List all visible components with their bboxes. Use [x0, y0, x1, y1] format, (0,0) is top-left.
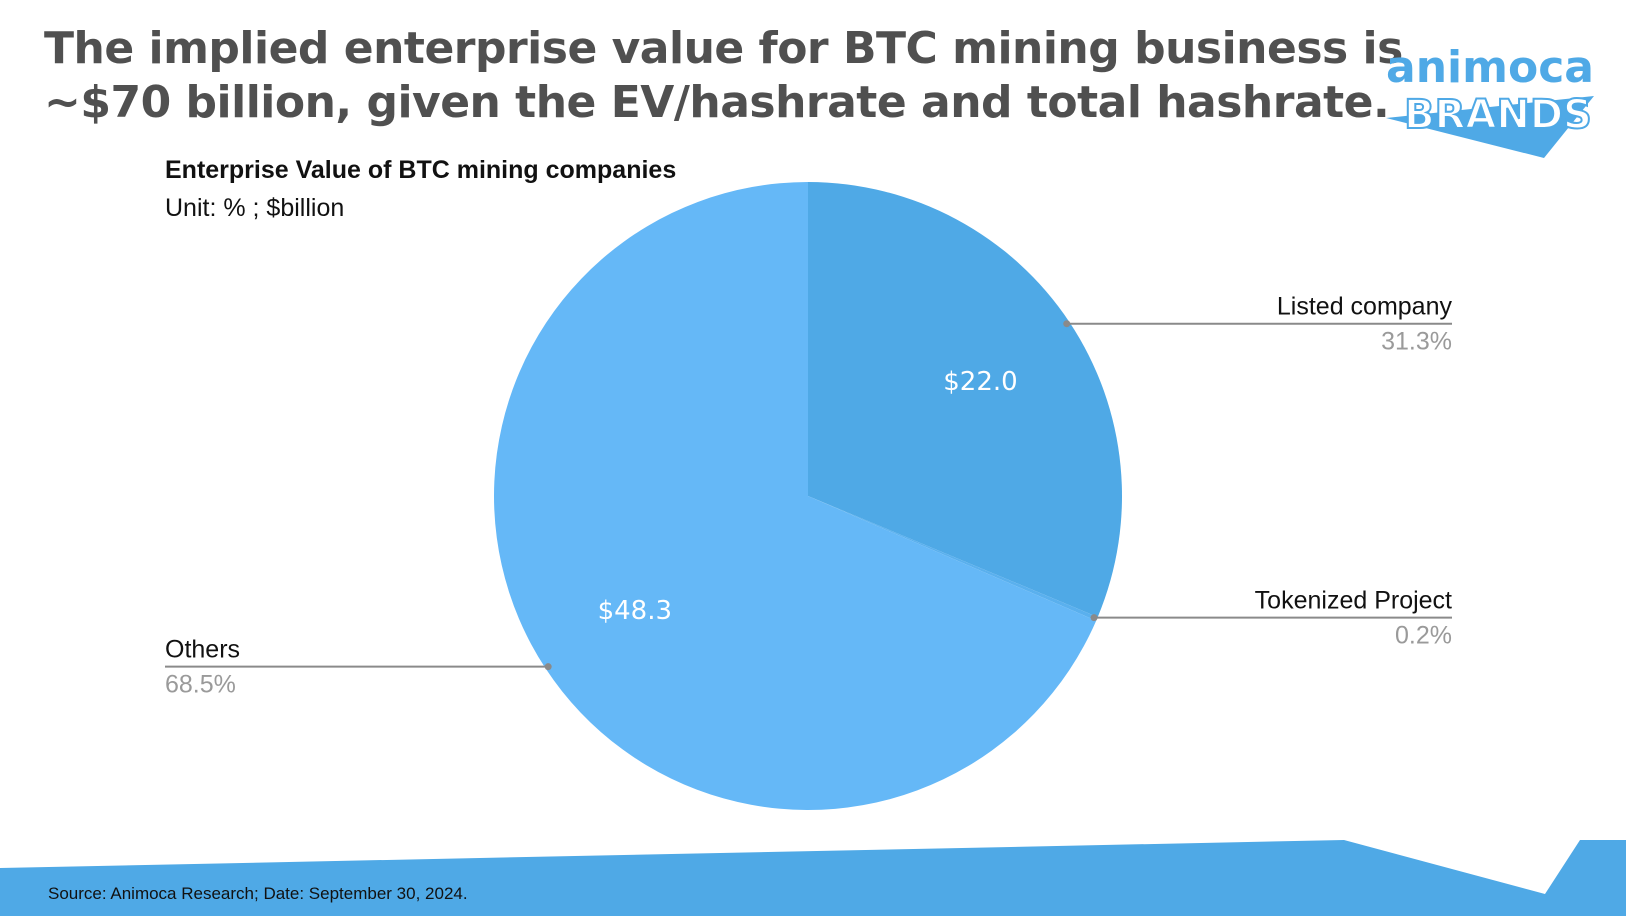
- chart-title: Enterprise Value of BTC mining companies: [165, 156, 677, 184]
- leader-dot: [544, 663, 552, 671]
- logo-word-brands: BRANDS: [1404, 92, 1592, 138]
- pie-slice-listed-company: [808, 182, 1122, 618]
- slice-name-label: Listed company: [1277, 293, 1453, 321]
- slice-percent-label: 68.5%: [165, 671, 236, 699]
- headline-line-2: ~$70 billion, given the EV/hashrate and …: [44, 77, 1390, 128]
- chart-unit: Unit: % ; $billion: [165, 194, 345, 222]
- slice-percent-label: 31.3%: [1381, 328, 1452, 356]
- slice-percent-label: 0.2%: [1395, 622, 1452, 650]
- headline-line-1: The implied enterprise value for BTC min…: [44, 23, 1403, 74]
- slice-name-label: Others: [165, 636, 240, 664]
- logo-shape: [1386, 96, 1594, 158]
- slice-value-label: $48.3: [598, 596, 672, 626]
- slice-name-label: Tokenized Project: [1255, 587, 1452, 615]
- leader-dot: [1090, 614, 1098, 622]
- pie-slice-tokenized-project: [808, 496, 1098, 621]
- slice-value-label: $22.0: [943, 367, 1017, 397]
- source-note: Source: Animoca Research; Date: Septembe…: [48, 884, 468, 903]
- pie-slice-others: [493, 182, 1097, 810]
- animoca-brands-logo: animoca BRANDS: [1386, 42, 1594, 158]
- page-headline: The implied enterprise value for BTC min…: [44, 22, 1403, 130]
- footer-band-shape: [0, 840, 1626, 916]
- logo-word-animoca: animoca: [1386, 42, 1594, 93]
- leader-dot: [1063, 320, 1071, 328]
